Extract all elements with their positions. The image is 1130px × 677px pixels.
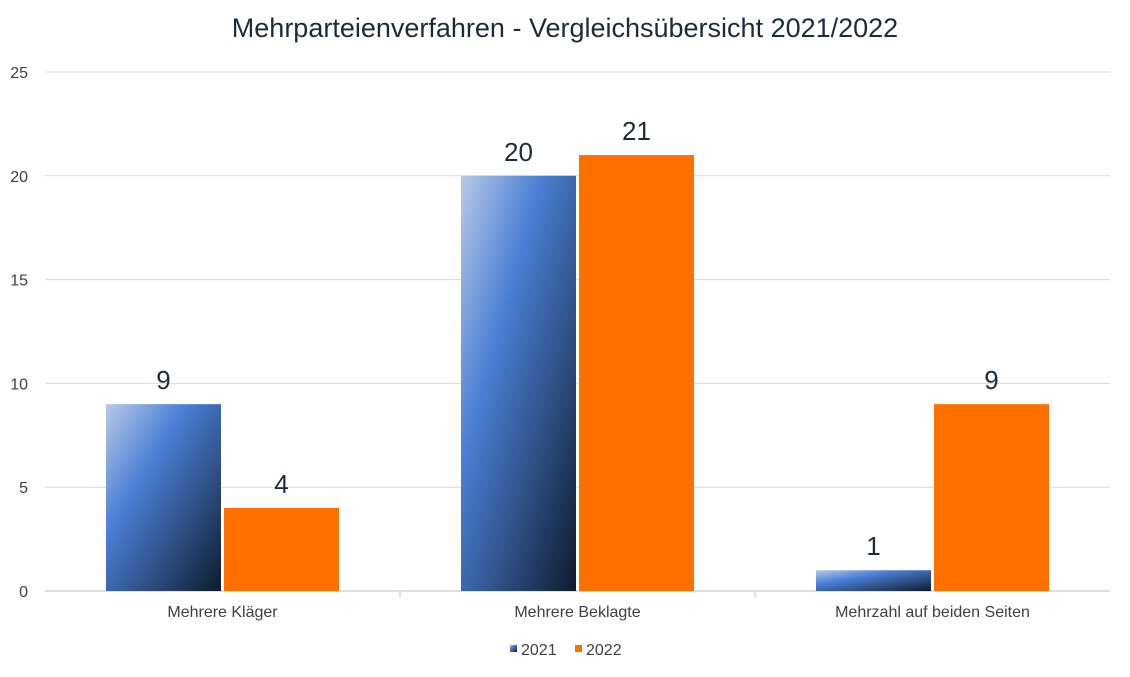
bar-2022-2 <box>579 155 694 592</box>
legend-label: 2021 <box>521 642 557 659</box>
bars <box>106 155 1049 592</box>
y-tick-label: 5 <box>19 480 28 497</box>
y-tick-label: 25 <box>10 65 28 82</box>
data-label: 1 <box>866 531 880 561</box>
y-tick-label: 0 <box>19 584 28 601</box>
category-label: Mehrzahl auf beiden Seiten <box>835 604 1030 621</box>
category-label: Mehrere Kläger <box>167 604 278 621</box>
legend-swatch-2021 <box>510 645 517 652</box>
chart-title: Mehrparteienverfahren - Vergleichsübersi… <box>232 13 898 43</box>
data-label: 21 <box>622 116 651 146</box>
y-tick-label: 20 <box>10 169 28 186</box>
data-labels: 9 4 20 21 1 9 <box>156 116 998 561</box>
data-label: 9 <box>156 365 170 395</box>
y-tick-label: 15 <box>10 273 28 290</box>
category-label: Mehrere Beklagte <box>514 604 640 621</box>
bar-2021-1 <box>106 404 221 591</box>
y-axis: 0 5 10 15 20 25 <box>10 65 28 601</box>
x-axis: Mehrere Kläger Mehrere Beklagte Mehrzahl a… <box>167 591 1030 621</box>
gridlines <box>45 71 1110 592</box>
bar-2021-2 <box>461 175 576 592</box>
bar-2021-3 <box>816 570 931 591</box>
data-label: 4 <box>274 469 288 499</box>
bar-2022-3 <box>934 404 1049 591</box>
legend: 2021 2022 <box>510 642 622 659</box>
data-label: 9 <box>984 365 998 395</box>
legend-swatch-2022 <box>575 645 582 652</box>
data-label: 20 <box>504 137 533 167</box>
y-tick-label: 10 <box>10 376 28 393</box>
legend-label: 2022 <box>586 642 622 659</box>
bar-2022-1 <box>224 507 339 591</box>
